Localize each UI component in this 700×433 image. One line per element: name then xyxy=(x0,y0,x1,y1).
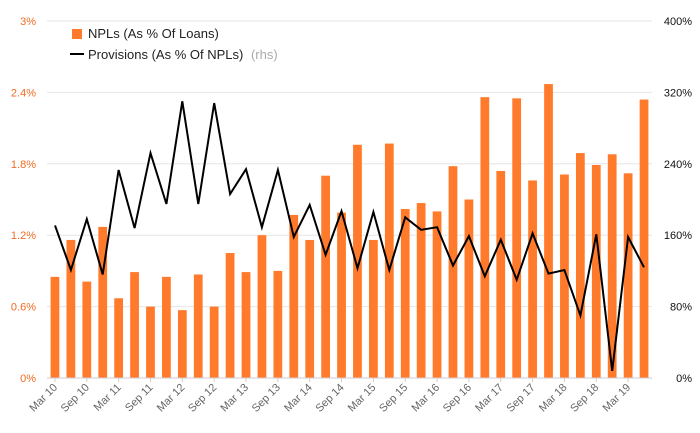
right-axis-ticks: 0% 80% 160% 240% 320% 400% xyxy=(664,16,692,385)
npl-bar xyxy=(225,253,235,378)
legend-bar-label: NPLs (As % Of Loans) xyxy=(88,26,219,41)
x-tick-label: Mar 12 xyxy=(155,382,188,415)
npl-bar xyxy=(496,170,506,378)
npl-bar xyxy=(66,239,76,378)
legend: NPLs (As % Of Loans) Provisions (As % Of… xyxy=(70,26,278,62)
npl-bar xyxy=(146,306,155,378)
provisions-series-line xyxy=(54,101,645,372)
left-tick-label: 1.8% xyxy=(11,159,36,171)
npl-bar xyxy=(82,281,92,378)
npl-bar xyxy=(353,144,362,378)
x-tick-label: Sep 15 xyxy=(377,382,410,415)
x-tick-label: Mar 14 xyxy=(282,382,315,415)
legend-line-label: Provisions (As % Of NPLs) (rhs) xyxy=(88,47,278,62)
npl-bar xyxy=(464,199,474,378)
right-tick-label: 400% xyxy=(664,16,692,28)
npl-bar xyxy=(384,143,394,378)
npl-bar xyxy=(480,97,490,378)
left-tick-label: 0.6% xyxy=(11,302,36,314)
npl-bar xyxy=(416,203,426,378)
npl-bar xyxy=(114,298,124,378)
npl-bar xyxy=(448,166,458,378)
npl-bar xyxy=(560,174,569,378)
npl-bar xyxy=(337,212,346,378)
x-tick-label: Sep 18 xyxy=(568,382,601,415)
npl-bar xyxy=(432,211,442,378)
npl-bar xyxy=(321,175,330,378)
x-tick-label: Sep 10 xyxy=(59,382,92,415)
npl-bar xyxy=(623,173,633,378)
npl-bar xyxy=(305,239,315,378)
x-tick-label: Mar 13 xyxy=(218,382,251,415)
x-tick-label: Sep 16 xyxy=(441,382,474,415)
x-tick-label: Mar 15 xyxy=(346,382,379,415)
left-tick-label: 3% xyxy=(20,16,36,28)
npl-bar xyxy=(193,274,203,378)
npl-bar xyxy=(400,209,410,378)
left-axis-ticks: 0% 0.6% 1.2% 1.8% 2.4% 3% xyxy=(11,16,36,385)
x-tick-label: Mar 18 xyxy=(537,382,570,415)
npl-bar xyxy=(209,306,219,378)
npl-bar xyxy=(528,180,537,378)
npl-bar xyxy=(512,98,522,378)
npl-bar xyxy=(50,276,60,378)
x-tick-label: Mar 16 xyxy=(409,382,442,415)
left-tick-label: 2.4% xyxy=(11,87,36,99)
npl-bar xyxy=(257,235,267,378)
x-tick-label: Mar 11 xyxy=(92,382,124,414)
npl-bars xyxy=(50,84,649,378)
x-tick-label: Sep 11 xyxy=(123,382,156,415)
right-tick-label: 320% xyxy=(664,87,692,99)
npl-bar xyxy=(591,164,601,378)
npl-bar xyxy=(177,310,187,378)
npl-bar xyxy=(130,272,139,378)
npl-bar xyxy=(289,214,299,378)
legend-line-note: (rhs) xyxy=(251,47,278,62)
left-tick-label: 0% xyxy=(20,373,36,385)
right-tick-label: 80% xyxy=(670,302,692,314)
npl-bar xyxy=(575,153,585,378)
x-tick-label: Mar 19 xyxy=(601,382,634,415)
npl-bar xyxy=(98,226,108,378)
right-tick-label: 240% xyxy=(664,159,692,171)
left-tick-label: 1.2% xyxy=(11,230,36,242)
legend-bar-swatch xyxy=(72,29,82,39)
x-tick-label: Mar 10 xyxy=(27,382,60,415)
right-tick-label: 0% xyxy=(676,373,692,385)
provisions-line xyxy=(54,101,645,372)
x-tick-label: Sep 13 xyxy=(250,382,283,415)
x-tick-label: Mar 17 xyxy=(473,382,506,415)
x-tick-label: Sep 17 xyxy=(505,382,538,415)
legend-line-label-text: Provisions (As % Of NPLs) xyxy=(88,47,243,62)
npl-bar xyxy=(273,270,283,378)
x-tick-label: Sep 12 xyxy=(186,382,219,415)
npl-bar xyxy=(607,154,617,378)
right-tick-label: 160% xyxy=(664,230,692,242)
npl-bar xyxy=(639,99,649,378)
npl-bar xyxy=(241,272,251,378)
npl-bar xyxy=(544,84,553,378)
x-tick-label: Sep 14 xyxy=(314,382,347,415)
npl-bar xyxy=(369,239,378,378)
npl-bar xyxy=(162,276,171,378)
